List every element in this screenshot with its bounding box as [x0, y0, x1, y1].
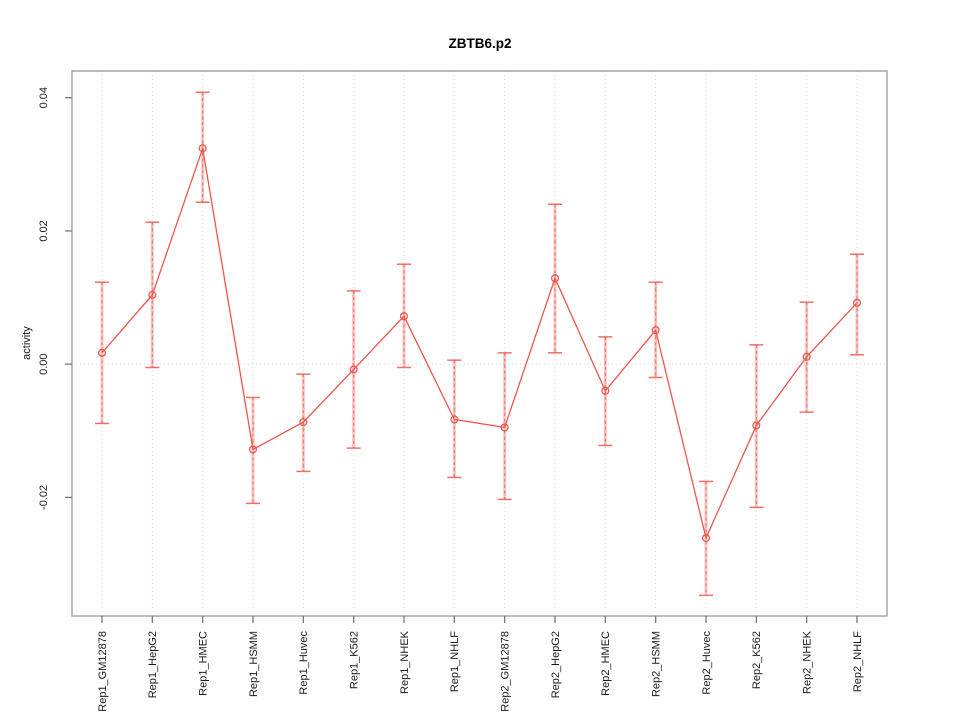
- x-tick-label: Rep2_NHLF: [852, 631, 864, 692]
- data-point-marker: [349, 365, 358, 374]
- x-tick-label: Rep2_NHEK: [802, 630, 814, 694]
- data-point-marker: [148, 290, 157, 299]
- data-point-marker: [450, 415, 459, 424]
- x-tick-label: Rep2_HMEC: [600, 631, 612, 696]
- x-tick-label: Rep2_HepG2: [550, 631, 562, 698]
- plot-frame: [71, 70, 888, 617]
- data-point-marker: [852, 298, 862, 307]
- x-tick-label: Rep1_NHLF: [449, 631, 461, 692]
- x-tick-label: Rep1_HepG2: [147, 631, 159, 698]
- x-tick-label: Rep1_Huvec: [298, 631, 310, 695]
- data-point-marker: [752, 421, 761, 430]
- data-point-marker: [651, 326, 660, 335]
- x-tick-label: Rep1_NHEK: [399, 630, 411, 694]
- x-tick-label: Rep1_HSMM: [248, 631, 260, 697]
- data-point-marker: [802, 352, 811, 361]
- x-tick-label: Rep1_GM12878: [97, 631, 109, 712]
- chart-title: ZBTB6.p2: [448, 36, 512, 51]
- x-tick-label: Rep2_GM12878: [500, 631, 512, 712]
- data-point-marker: [198, 144, 207, 153]
- data-point-marker: [299, 418, 308, 427]
- data-point-marker: [97, 348, 107, 357]
- y-tick-label: -0.02: [38, 485, 50, 510]
- x-tick-label: Rep2_HSMM: [651, 631, 663, 697]
- data-point-marker: [701, 533, 711, 543]
- x-tick-label: Rep1_HMEC: [198, 631, 210, 696]
- data-point-marker: [550, 274, 560, 283]
- y-tick-label: 0.04: [38, 87, 50, 108]
- y-tick-label: 0.00: [38, 353, 50, 374]
- x-tick-label: Rep1_K562: [349, 631, 361, 689]
- x-tick-label: Rep2_K562: [751, 631, 763, 689]
- series-line: [101, 148, 858, 541]
- data-point-marker: [399, 312, 409, 321]
- data-point-marker: [601, 386, 610, 395]
- x-tick-label: Rep2_Huvec: [701, 631, 713, 695]
- data-point-marker: [500, 423, 509, 432]
- data-point-marker: [248, 445, 258, 454]
- y-tick-label: 0.02: [38, 220, 50, 241]
